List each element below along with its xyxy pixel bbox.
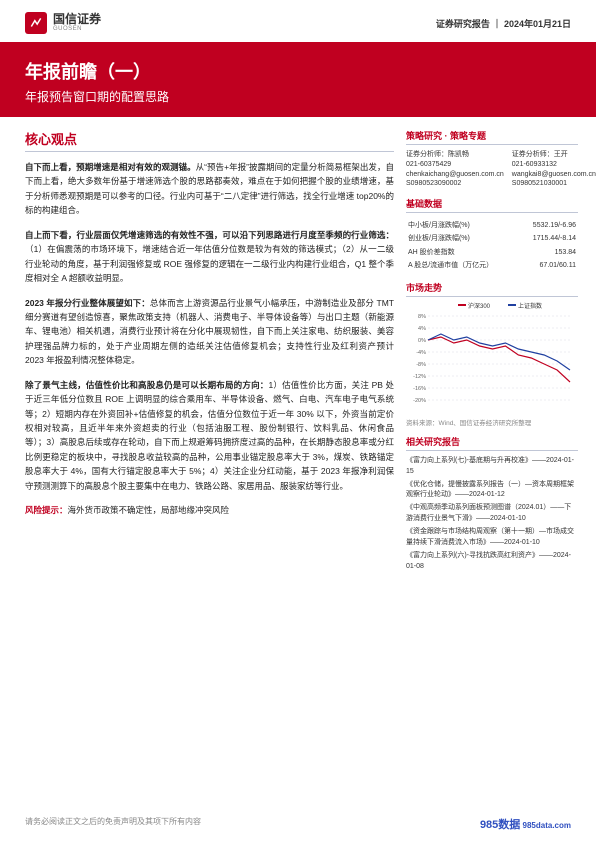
para-lead: 2023 年报分行业整体展望如下： [25,298,150,308]
watermark-sub: 985data.com [523,821,571,830]
paragraph-1: 自下而上看，预期增速是相对有效的观测锚。从“预告+年报”披露期间的定量分析简易框… [25,160,394,218]
chart-svg: 沪深300 上证指数 8% 4% 0% -4% -8% -12% -16% -20% [406,302,574,412]
title-sub: 年报预告窗口期的配置思路 [25,88,571,105]
main-column: 核心观点 自下而上看，预期增速是相对有效的观测锚。从“预告+年报”披露期间的定量… [25,129,406,574]
trend-heading: 市场走势 [406,281,578,297]
logo-icon [25,12,47,34]
data-val: 67.01/60.11 [520,260,576,271]
data-key: A 股总/流通市值（万亿元） [408,260,518,271]
paragraph-3: 2023 年报分行业整体展望如下：总体而言上游资源品行业景气小幅承压，中游制造业… [25,296,394,368]
svg-text:-16%: -16% [413,386,426,392]
paragraph-2: 自上而下看，行业层面仅凭增速筛选的有效性不强，可以沿下列思路进行月度至季频的行业… [25,228,394,286]
table-row: A 股总/流通市值（万亿元）67.01/60.11 [408,260,576,271]
risk-paragraph: 风险提示：海外货币政策不确定性，局部地缘冲突风险 [25,503,394,517]
category-heading: 策略研究 · 策略专题 [406,129,578,145]
analyst-phone: 021-60933132 [512,160,596,170]
title-block: 年报前瞻（一） 年报预告窗口期的配置思路 [0,44,596,117]
chart-caption: 资料来源：Wind、国信证券经济研究所整理 [406,417,578,427]
svg-text:-12%: -12% [413,374,426,380]
data-val: 1715.44/-8.14 [520,233,576,244]
risk-label: 风险提示： [25,505,68,515]
header-meta: 证券研究报告 ｜ 2024年01月21日 [436,17,571,30]
page-footer: 请务必阅读正文之后的免责声明及其项下所有内容 985数据 985data.com [0,816,596,832]
report-item: 《资金跟踪与市场结构周观察（第十一期）—市场成交量持续下滑消费流入市场》——20… [406,527,578,549]
table-row: 创业板/月涨跌幅(%)1715.44/-8.14 [408,233,576,244]
svg-text:0%: 0% [418,338,426,344]
logo-text-cn: 国信证券 [53,13,101,26]
analyst-label: 证券分析师： [512,151,554,158]
analyst-email: wangkai8@guosen.com.cn [512,170,596,180]
data-key: AH 股价差指数 [408,247,518,258]
analyst-cert: S0980521030001 [512,179,596,189]
core-heading: 核心观点 [25,129,394,152]
analyst-2: 证券分析师：王开 021-60933132 wangkai8@guosen.co… [512,150,596,189]
para-lead: 除了景气主线，估值性价比和高股息仍是可以长期布局的方向： [25,380,268,390]
svg-text:-8%: -8% [416,362,426,368]
data-key: 创业板/月涨跌幅(%) [408,233,518,244]
logo-text-en: GUOSEN [53,26,101,33]
report-list: 《富力向上系列(七)-基底期与升再校准》——2024-01-15 《优化仓储，提… [406,456,578,572]
paragraph-4: 除了景气主线，估值性价比和高股息仍是可以长期布局的方向：1）估值性价比方面，关注… [25,378,394,494]
analyst-name: 陈凯畅 [448,151,469,158]
para-lead: 自下而上看，预期增速是相对有效的观测锚。 [25,162,196,172]
basedata-heading: 基础数据 [406,197,578,213]
para-body: （1）在偏震荡的市场环境下，增速结合近一年估值分位数是较为有效的筛选模式；（2）… [25,244,394,283]
report-item: 《优化仓储，提慢披露系列报告（一）—资本周期框架观察行业轮动》——2024-01… [406,480,578,502]
svg-text:4%: 4% [418,326,426,332]
svg-text:-20%: -20% [413,398,426,404]
svg-text:沪深300: 沪深300 [468,302,491,310]
market-chart: 沪深300 上证指数 8% 4% 0% -4% -8% -12% -16% -20% 资料来源：W… [406,302,578,427]
disclaimer: 请务必阅读正文之后的免责声明及其项下所有内容 [25,816,201,832]
reports-heading: 相关研究报告 [406,435,578,451]
analyst-1: 证券分析师：陈凯畅 021-60375429 chenkaichang@guos… [406,150,504,189]
data-val: 153.84 [520,247,576,258]
analyst-label: 证券分析师： [406,151,448,158]
analyst-email: chenkaichang@guosen.com.cn [406,170,504,180]
analyst-cert: S0980523090002 [406,179,504,189]
svg-text:-4%: -4% [416,350,426,356]
title-main: 年报前瞻（一） [25,58,571,84]
report-item: 《富力向上系列(七)-基底期与升再校准》——2024-01-15 [406,456,578,478]
report-item: 《富力向上系列(六)-寻找抗跌高红利资产》——2024-01-08 [406,551,578,573]
report-item: 《中观高频季动系列面板预测图谱（2024.01）——下游消费行业景气下滑》——2… [406,503,578,525]
watermark: 985数据 [480,819,520,831]
analyst-name: 王开 [554,151,568,158]
para-lead: 自上而下看，行业层面仅凭增速筛选的有效性不强，可以沿下列思路进行月度至季频的行业… [25,230,394,240]
page-header: 国信证券 GUOSEN 证券研究报告 ｜ 2024年01月21日 [0,0,596,44]
logo: 国信证券 GUOSEN [25,12,101,34]
para-body: 1）估值性价比方面，关注 PB 处于近三年低分位数且 ROE 上调明显的综合乘用… [25,380,394,491]
svg-text:8%: 8% [418,314,426,320]
report-date: 2024年01月21日 [504,19,571,29]
table-row: 中小板/月涨跌幅(%)5532.19/-6.96 [408,220,576,231]
report-type: 证券研究报告 [436,19,490,29]
side-column: 策略研究 · 策略专题 证券分析师：陈凯畅 021-60375429 chenk… [406,129,578,574]
risk-text: 海外货币政策不确定性，局部地缘冲突风险 [68,505,230,515]
data-val: 5532.19/-6.96 [520,220,576,231]
table-row: AH 股价差指数153.84 [408,247,576,258]
svg-text:上证指数: 上证指数 [518,302,542,310]
basedata-table: 中小板/月涨跌幅(%)5532.19/-6.96 创业板/月涨跌幅(%)1715… [406,218,578,273]
analyst-block: 证券分析师：陈凯畅 021-60375429 chenkaichang@guos… [406,150,578,189]
data-key: 中小板/月涨跌幅(%) [408,220,518,231]
analyst-phone: 021-60375429 [406,160,504,170]
